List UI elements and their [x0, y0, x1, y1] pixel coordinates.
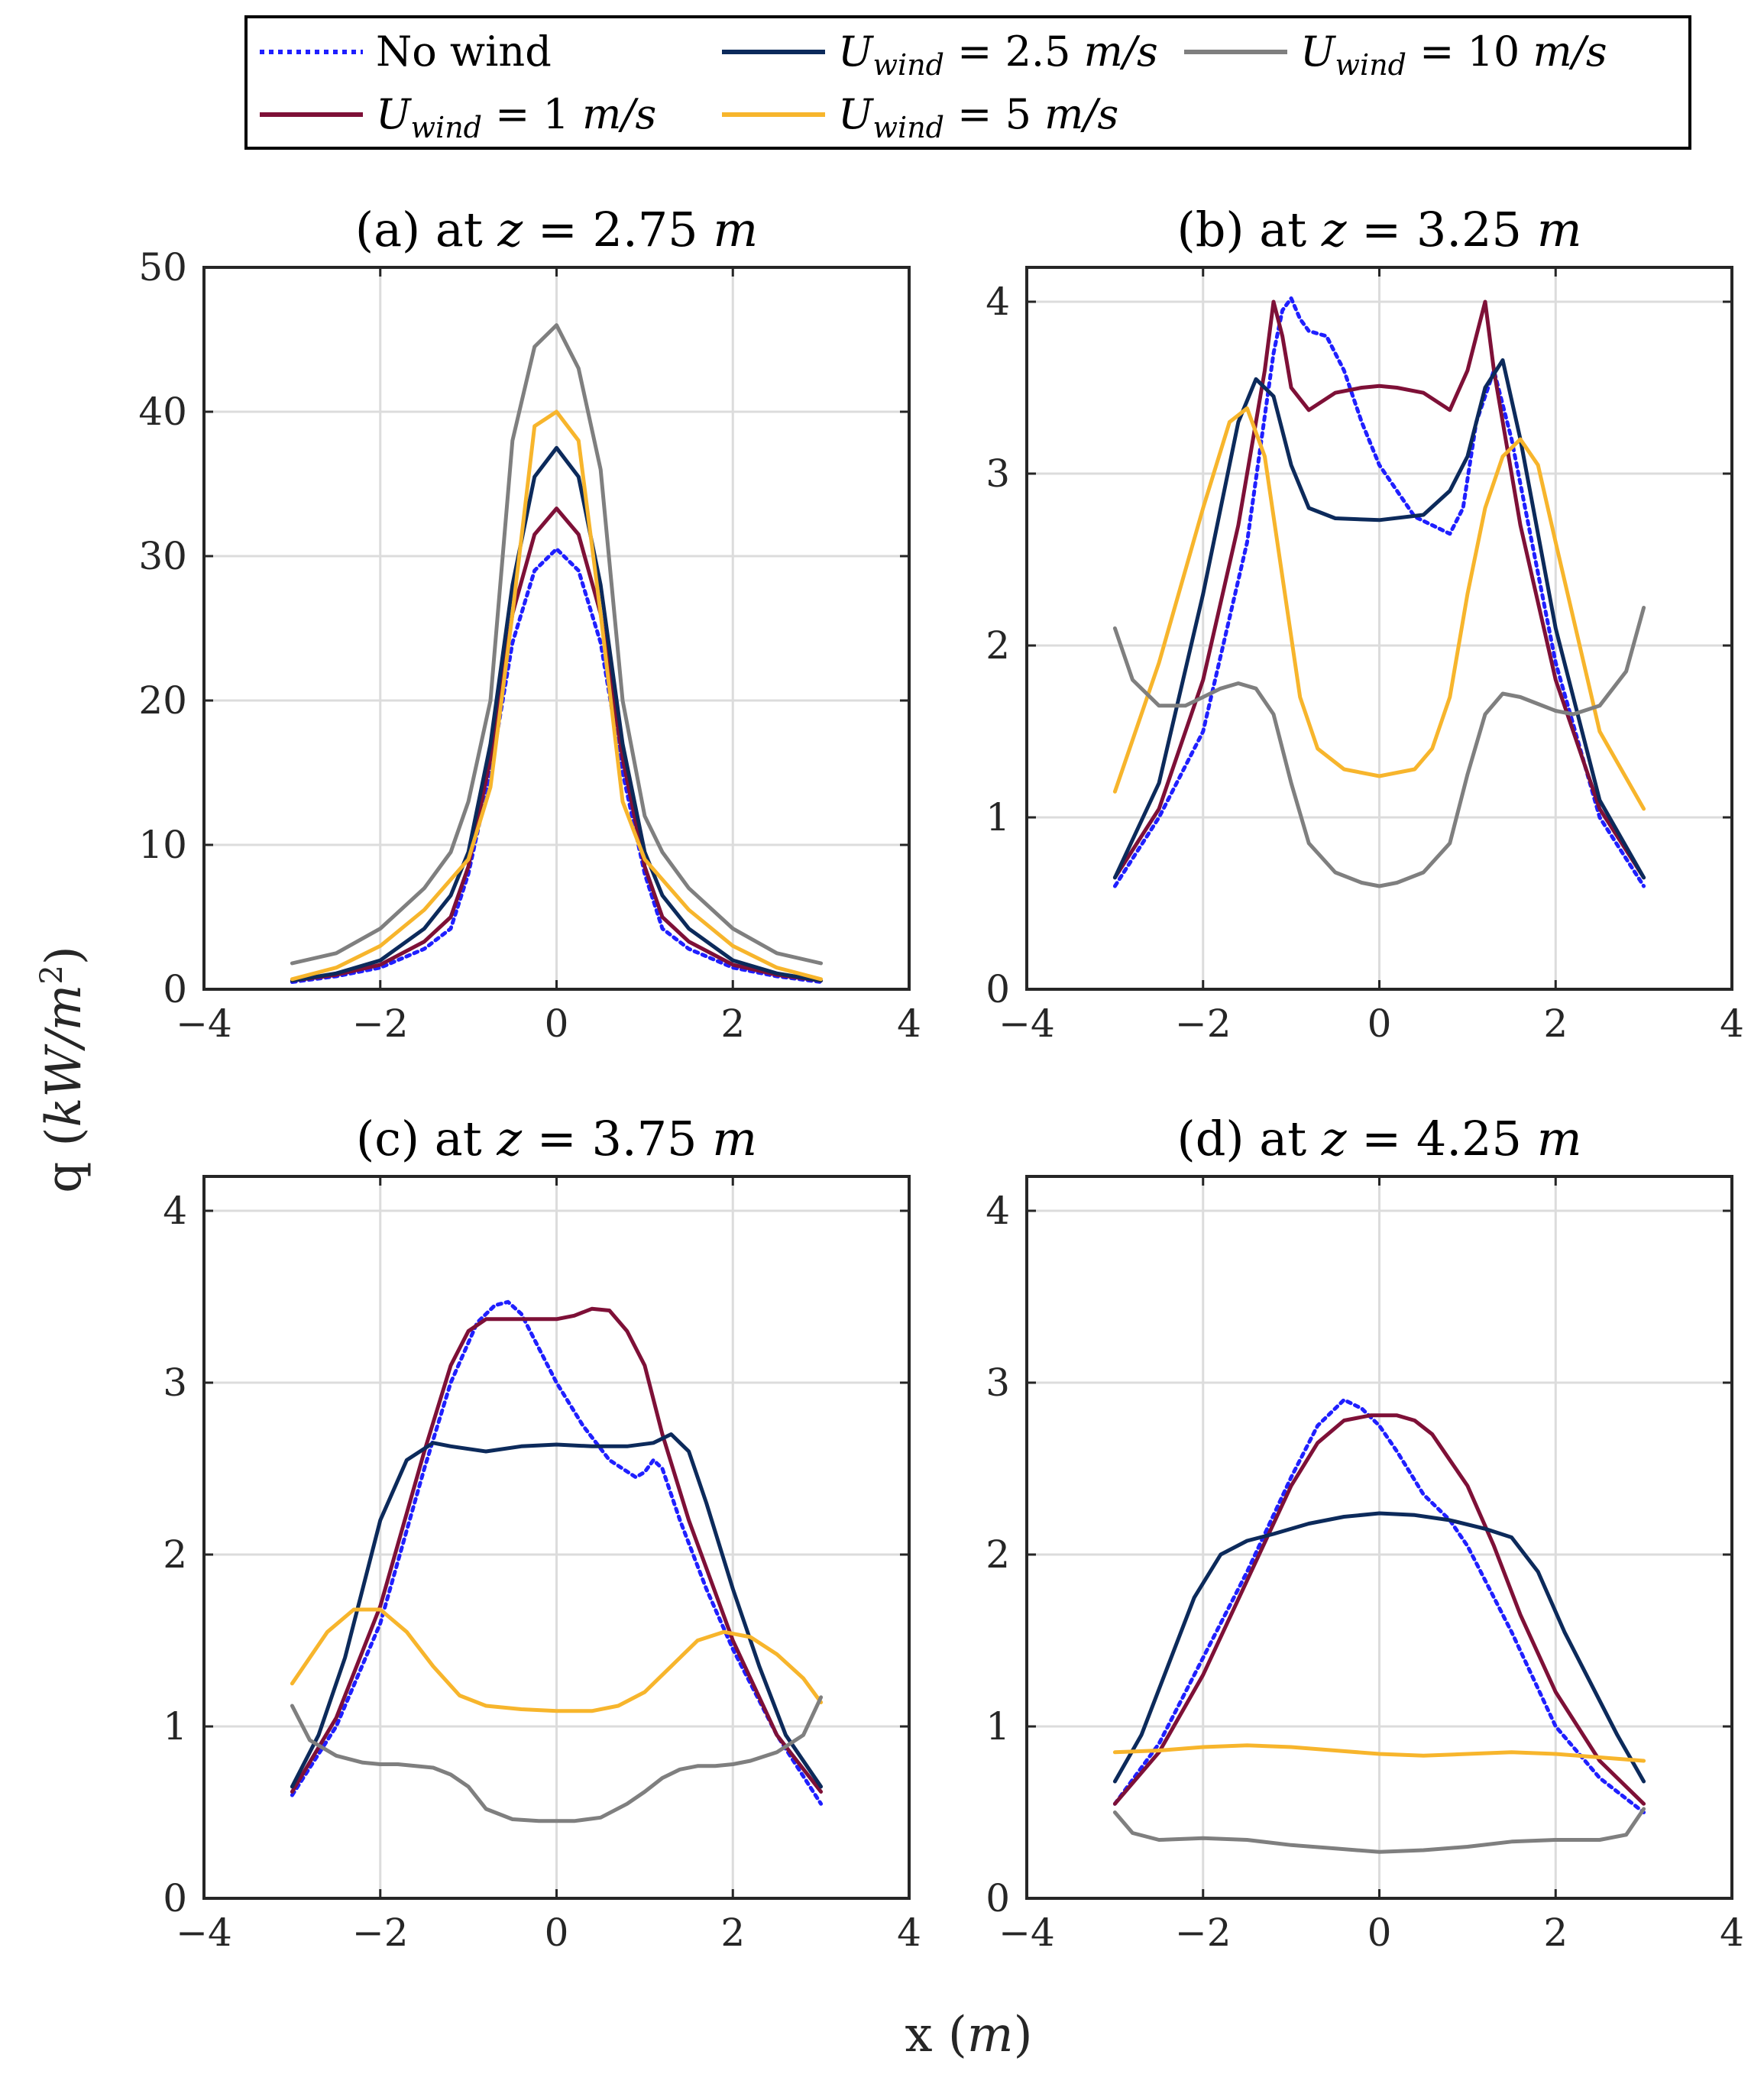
x-tick-label-a: −4 [176, 1001, 232, 1046]
y-tick-label-c: 3 [163, 1361, 187, 1405]
series-c-u5 [290, 1607, 824, 1713]
series-a-u1 [290, 506, 824, 983]
legend-label-u10: Uwind = 10 m/s [1300, 28, 1607, 82]
series-d-u10 [1112, 1807, 1646, 1854]
panel-title-a: (a) at z = 2.75 m [355, 202, 758, 257]
x-tick-label-d: −4 [999, 1911, 1055, 1955]
y-tick-label-d: 0 [986, 1876, 1010, 1920]
y-tick-label-c: 0 [163, 1876, 187, 1920]
y-tick-label-a: 0 [163, 967, 187, 1011]
x-tick-label-b: 0 [1368, 1001, 1392, 1046]
series-a-nowind [290, 547, 824, 984]
series-group-c [290, 1299, 824, 1823]
legend-entry-u25: Uwind = 2.5 m/s [722, 28, 1158, 82]
x-tick-label-a: 2 [720, 1001, 745, 1046]
series-c-nowind [290, 1299, 824, 1806]
x-tick-label-b: −2 [1175, 1001, 1232, 1046]
y-tick-label-a: 30 [138, 534, 187, 578]
legend-label-u1: Uwind = 1 m/s [376, 90, 656, 144]
panel-title-d: (d) at z = 4.25 m [1177, 1111, 1582, 1166]
y-tick-label-a: 50 [138, 245, 187, 290]
series-a-u5 [290, 409, 824, 982]
series-c-u25 [290, 1432, 824, 1789]
x-tick-label-c: 2 [720, 1911, 745, 1955]
y-tick-label-b: 1 [986, 795, 1010, 840]
panel-title-b: (b) at z = 3.25 m [1177, 202, 1582, 257]
y-tick-label-b: 3 [986, 451, 1010, 496]
legend-entry-u1: Uwind = 1 m/s [260, 90, 656, 144]
x-axis-label: x (m) [905, 2007, 1032, 2063]
y-tick-label-b: 4 [986, 280, 1010, 324]
legend-box [244, 15, 1691, 150]
legend-entry-nowind: No wind [260, 28, 552, 76]
legend-label-u5: Uwind = 5 m/s [838, 90, 1118, 144]
x-tick-label-c: −4 [176, 1911, 232, 1955]
x-tick-label-a: −2 [352, 1001, 409, 1046]
y-tick-label-c: 2 [163, 1532, 187, 1577]
series-b-u10 [1112, 606, 1646, 888]
y-tick-label-d: 1 [986, 1704, 1010, 1749]
x-tick-label-c: 0 [545, 1911, 569, 1955]
series-d-u1 [1112, 1413, 1646, 1806]
panel-d: −4 −2 0 2 4 0 1 2 3 4 (d) at z = 4.25 m [986, 1111, 1744, 1955]
y-tick-label-d: 2 [986, 1532, 1010, 1577]
series-b-u5 [1112, 406, 1646, 811]
series-d-nowind [1112, 1398, 1646, 1814]
legend-entry-u5: Uwind = 5 m/s [722, 90, 1118, 144]
x-tick-label-c: 4 [897, 1911, 921, 1955]
y-tick-label-c: 1 [163, 1704, 187, 1749]
panel-c: −4 −2 0 2 4 0 1 2 3 4 (c) at z = 3.75 m [163, 1111, 921, 1955]
y-axis-label: q (kW/m2) [34, 946, 92, 1193]
legend-entry-u10: Uwind = 10 m/s [1184, 28, 1607, 82]
legend-entries: No wind Uwind = 1 m/s Uwind = 2.5 m/s Uwind… [260, 28, 1607, 144]
y-tick-label-a: 10 [138, 823, 187, 867]
x-tick-label-d: −2 [1175, 1911, 1232, 1955]
x-tick-label-d: 2 [1543, 1911, 1568, 1955]
series-d-u5 [1112, 1743, 1646, 1763]
legend-label-u25: Uwind = 2.5 m/s [838, 28, 1158, 82]
series-group-d [1112, 1398, 1646, 1854]
series-d-u25 [1112, 1511, 1646, 1784]
y-tick-label-c: 4 [163, 1189, 187, 1233]
series-a-u25 [290, 445, 824, 983]
y-tick-label-a: 40 [138, 390, 187, 434]
x-tick-label-a: 4 [897, 1001, 921, 1046]
series-b-u1 [1112, 299, 1646, 880]
x-tick-label-b: 4 [1720, 1001, 1744, 1046]
series-c-u10 [290, 1695, 824, 1823]
y-tick-label-b: 2 [986, 623, 1010, 668]
series-c-u1 [290, 1306, 824, 1794]
y-tick-label-a: 20 [138, 678, 187, 723]
panel-b: −4 −2 0 2 4 0 1 2 3 4 (b) at z = 3.25 m [986, 202, 1744, 1046]
y-tick-label-b: 0 [986, 967, 1010, 1011]
series-a-u10 [290, 323, 824, 966]
x-tick-label-d: 0 [1368, 1911, 1392, 1955]
series-group-a [290, 323, 824, 984]
y-tick-label-d: 3 [986, 1361, 1010, 1405]
x-tick-label-d: 4 [1720, 1911, 1744, 1955]
x-tick-label-b: −4 [999, 1001, 1055, 1046]
y-tick-label-d: 4 [986, 1189, 1010, 1233]
legend-label-nowind: No wind [376, 28, 552, 76]
x-tick-label-b: 2 [1543, 1001, 1568, 1046]
series-group-b [1112, 296, 1646, 888]
x-tick-label-c: −2 [352, 1911, 409, 1955]
panel-title-c: (c) at z = 3.75 m [356, 1111, 757, 1166]
legend: No wind Uwind = 1 m/s Uwind = 2.5 m/s Uwind… [244, 15, 1691, 150]
x-tick-label-a: 0 [545, 1001, 569, 1046]
